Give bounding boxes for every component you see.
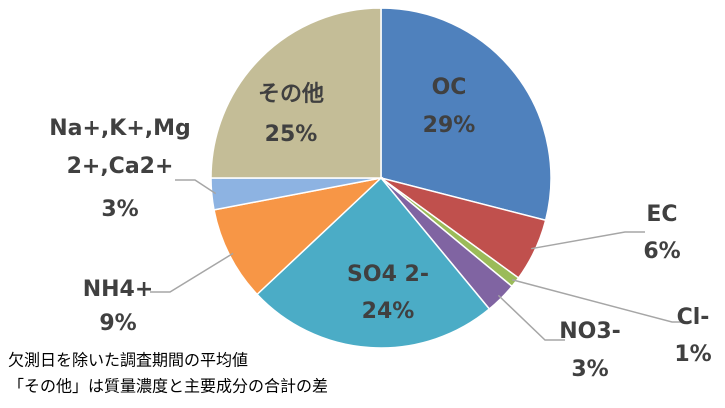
leader-line xyxy=(531,231,645,250)
pie-slice xyxy=(210,7,382,179)
value-label: 29% xyxy=(423,113,476,138)
leader-line xyxy=(150,252,234,293)
value-label: 3% xyxy=(571,357,608,382)
category-label-text: Na+,K+,Mg2+,Ca2+ xyxy=(49,116,191,179)
category-label: NH4+ xyxy=(83,277,154,302)
value-label: 25% xyxy=(265,122,318,147)
pie-slice xyxy=(256,176,491,349)
category-label: NO3- xyxy=(559,319,621,344)
note: 欠測日を除いた調査期間の平均値 xyxy=(8,351,248,370)
category-label: Cl- xyxy=(677,305,710,330)
leader-line xyxy=(497,294,565,341)
category-label: SO4 2- xyxy=(347,262,429,287)
leader-line xyxy=(511,279,692,323)
category-label: Na+,K+,Mg2+,Ca2+ xyxy=(49,116,191,179)
category-label: EC xyxy=(646,202,677,227)
value-label: 9% xyxy=(99,311,136,336)
pie-slice xyxy=(380,7,552,222)
leader-line xyxy=(175,179,217,195)
value-label: 3% xyxy=(101,197,138,222)
category-label: OC xyxy=(432,75,467,100)
value-label: 6% xyxy=(643,239,680,264)
value-label: 1% xyxy=(674,342,711,367)
category-label: その他 xyxy=(258,82,324,107)
note: 「その他」は質量濃度と主要成分の合計の差 xyxy=(8,377,328,396)
value-label: 24% xyxy=(362,299,415,324)
